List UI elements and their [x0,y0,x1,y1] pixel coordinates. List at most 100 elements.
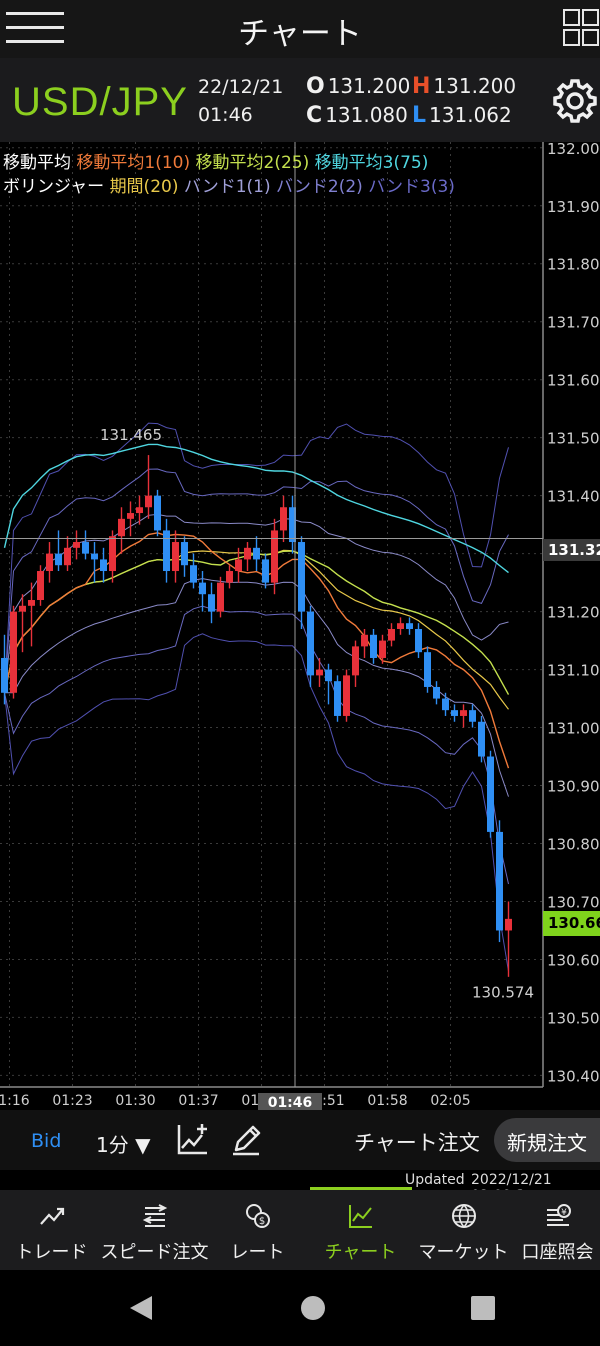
candle-body [10,611,17,693]
candle-body [208,594,215,612]
bid-ask-toggle[interactable]: Bid [31,1130,62,1152]
layout-grid-icon[interactable] [562,8,600,48]
candle-body [433,686,440,699]
candle-body [1,657,8,693]
system-nav-bar [0,1270,600,1346]
chart-icon [348,1205,372,1228]
currency-pair[interactable]: USD/JPY [12,80,188,124]
candle-body [352,646,359,676]
x-tick-label: 02:05 [430,1093,470,1109]
candle-body [280,507,287,531]
candle-body [370,634,377,658]
high-annotation: 131.465 [100,426,162,444]
low-price: L 131.062 [412,103,512,128]
menu-icon[interactable] [6,10,64,46]
x-tick-label: 01:58 [367,1093,407,1109]
x-tick-label: 01:23 [52,1093,92,1109]
y-tick-label: 131.500 [547,430,600,448]
chart-canvas[interactable]: 132.000 131.900 131.800 131.700 131.600 131.5… [0,142,600,1110]
tab-rate[interactable]: $ レート [206,1190,309,1270]
candle-body [415,628,422,653]
active-tab-indicator [310,1187,412,1190]
candle-body [91,553,98,560]
candle-body [442,698,449,711]
candle-body [235,559,242,572]
candle-body [46,553,53,572]
indicator-chart-icon[interactable] [176,1122,210,1156]
candle-body [487,756,494,832]
last-price-label: 130.667 [543,911,600,936]
home-icon[interactable] [299,1294,327,1322]
bollinger-upper-band2 [4,468,509,693]
candle-body [37,571,44,601]
tab-speed-order[interactable]: スピード注文 [101,1190,209,1270]
price-chart[interactable]: 132.000 131.900 131.800 131.700 131.600 131.5… [0,142,600,1113]
candle-body [388,628,395,641]
candle-body [298,542,305,612]
title-bar: チャート [0,0,600,58]
chart-order-button[interactable]: チャート注文 [354,1131,480,1155]
crosshair-price-label: 131.326 [543,539,600,561]
candle-body [361,634,368,647]
candle-body [262,559,269,583]
high-price: H 131.200 [412,74,517,99]
candle-body [343,675,350,716]
bottom-tab-bar: トレード スピード注文 $ レート チャート マーケット ¥ 口座照会 [0,1190,600,1270]
y-tick-label: 131.800 [547,256,600,274]
draw-pencil-icon[interactable] [230,1122,264,1156]
candle-body [397,623,404,629]
globe-icon [451,1204,476,1228]
y-tick-label: 131.700 [547,314,600,332]
candle-body [334,681,341,716]
candle-body [478,721,485,757]
tab-market[interactable]: マーケット [412,1190,515,1270]
bollinger-lower-band2 [4,605,509,885]
back-icon[interactable] [128,1294,154,1322]
tab-chart[interactable]: チャート [309,1190,412,1270]
update-status: Updated 2022/12/21 02:09:3 [0,1170,600,1204]
quote-bar: USD/JPY 22/12/21 01:46 O 131.200 H 131.200… [0,58,600,142]
settings-gear-icon[interactable] [552,78,598,124]
candle-body [460,710,467,716]
y-tick-label: 130.700 [547,893,600,911]
candle-body [271,530,278,583]
candle-body [505,918,512,931]
y-tick-label: 131.000 [547,720,600,738]
y-tick-label: 131.200 [547,604,600,622]
candle-body [451,710,458,716]
y-tick-label: 131.600 [547,372,600,390]
ma2-line [3,550,510,695]
bollinger-legend: ボリンジャー 期間(20) バンド1(1) バンド2(2) バンド3(3) [3,177,455,197]
quote-date: 22/12/21 [198,76,284,98]
candle-body [118,518,125,537]
candle-body [73,542,80,548]
candle-body [424,652,431,687]
period-select[interactable]: 1分 ▼ [96,1133,151,1157]
tab-trade[interactable]: トレード [0,1190,103,1270]
y-tick-label: 131.100 [547,662,600,680]
candle-body [55,553,62,566]
candle-body [289,507,296,543]
recents-icon[interactable] [470,1295,496,1321]
candle-body [217,582,224,612]
new-order-button[interactable]: 新規注文 [494,1118,600,1162]
bollinger-upper-band1 [4,513,509,693]
candle-body [307,611,314,676]
candle-body [82,542,89,554]
y-tick-label: 132.000 [547,142,600,158]
chart-toolbar: Bid 1分 ▼ チャート注文 新規注文 [0,1110,600,1170]
candle-body [379,640,386,658]
candle-body [19,605,26,612]
y-tick-label: 130.600 [547,951,600,969]
quote-time: 01:46 [198,104,253,126]
candle-body [109,536,116,572]
ma3-line [3,443,509,574]
y-tick-label: 131.400 [547,488,600,506]
candle-body [325,669,332,682]
candle-body [406,623,413,629]
tab-account[interactable]: ¥ 口座照会 [515,1190,600,1270]
candle-body [127,513,134,519]
candle-body [64,547,71,566]
open-price: O 131.200 [306,74,411,99]
candle-body [253,547,260,560]
